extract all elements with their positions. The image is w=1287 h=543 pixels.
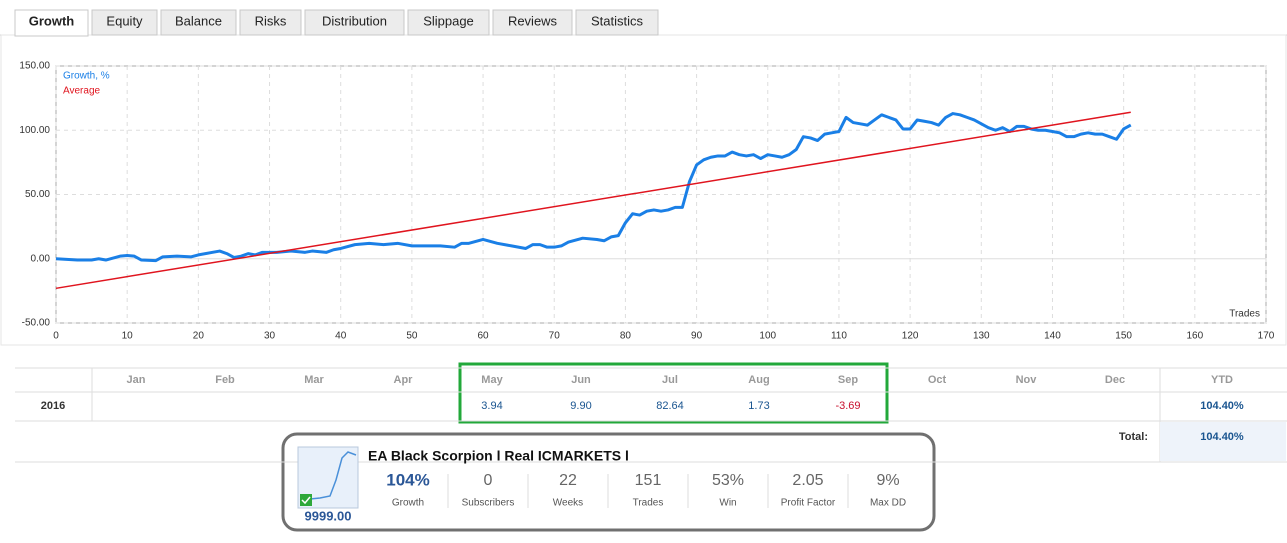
total-cell-bg <box>1160 422 1286 461</box>
y-tick-label: -50.00 <box>22 318 51 329</box>
stat-value: 9% <box>876 472 899 489</box>
stat-label: Win <box>719 498 736 509</box>
stat-label: Growth <box>392 498 424 509</box>
month-cell: 82.64 <box>656 400 684 412</box>
month-cell: -3.69 <box>835 400 860 412</box>
ytd-header: YTD <box>1211 374 1233 386</box>
month-header: Sep <box>838 374 858 386</box>
tab-label[interactable]: Statistics <box>591 13 644 28</box>
stat-value: 22 <box>559 472 577 489</box>
x-tick-label: 0 <box>53 331 59 342</box>
thumbnail <box>297 446 359 509</box>
tab[interactable] <box>575 9 659 36</box>
month-cell: 1.73 <box>748 400 769 412</box>
tab[interactable] <box>91 9 158 36</box>
stat-value: 0 <box>484 472 493 489</box>
tab[interactable] <box>239 9 302 36</box>
month-header: Dec <box>1105 374 1125 386</box>
total-value: 104.40% <box>1200 431 1244 443</box>
stat-label: Weeks <box>553 498 583 509</box>
verified-badge <box>300 494 312 506</box>
x-tick-label: 60 <box>477 331 489 342</box>
series-line <box>55 111 1131 290</box>
x-tick-label: 80 <box>620 331 632 342</box>
tab-label[interactable]: Risks <box>255 13 287 28</box>
x-axis-label: Trades <box>1229 309 1260 320</box>
ytd-cell: 104.40% <box>1200 400 1244 412</box>
month-cell: 3.94 <box>481 400 502 412</box>
tab[interactable] <box>492 9 573 36</box>
legend-entry: Growth, % <box>63 71 110 82</box>
month-header: May <box>481 374 503 386</box>
x-tick-label: 90 <box>691 331 703 342</box>
y-tick-label: 0.00 <box>31 253 51 264</box>
x-tick-label: 160 <box>1186 331 1203 342</box>
widget-price: 9999.00 <box>305 508 352 523</box>
tab-label[interactable]: Reviews <box>508 13 558 28</box>
verified-check <box>301 496 311 505</box>
tab[interactable] <box>407 9 490 36</box>
plot-area <box>55 65 1267 324</box>
tab-label[interactable]: Balance <box>175 13 222 28</box>
month-header: Feb <box>215 374 235 386</box>
x-tick-label: 120 <box>902 331 919 342</box>
y-tick-label: 150.00 <box>19 61 50 72</box>
stat-label: Max DD <box>870 498 906 509</box>
widget-title: EA Black Scorpion l Real ICMARKETS l <box>368 448 629 464</box>
month-header: Nov <box>1016 374 1038 386</box>
month-header: Oct <box>928 374 947 386</box>
stat-label: Trades <box>633 498 664 509</box>
tab-label[interactable]: Slippage <box>423 13 474 28</box>
x-tick-label: 30 <box>264 331 276 342</box>
x-tick-label: 20 <box>193 331 205 342</box>
month-header: Apr <box>394 374 414 386</box>
stat-label: Profit Factor <box>781 498 836 509</box>
month-header: Mar <box>304 374 324 386</box>
x-tick-label: 50 <box>406 331 418 342</box>
y-tick-label: 50.00 <box>25 189 50 200</box>
year-cell: 2016 <box>41 400 65 412</box>
legend-entry: Average <box>63 86 101 97</box>
month-header: Jul <box>662 374 678 386</box>
series-line <box>55 112 1132 263</box>
highlight-box <box>458 362 889 424</box>
tab[interactable] <box>160 9 237 36</box>
month-header: Aug <box>748 374 769 386</box>
stat-value: 151 <box>635 472 662 489</box>
thumbnail-graph <box>299 451 357 501</box>
x-tick-label: 110 <box>831 331 847 342</box>
x-tick-label: 130 <box>973 331 990 342</box>
stat-value: 53% <box>712 472 744 489</box>
stat-value: 2.05 <box>792 472 823 489</box>
x-tick-label: 10 <box>122 331 134 342</box>
x-tick-label: 70 <box>549 331 561 342</box>
x-tick-label: 140 <box>1044 331 1061 342</box>
x-tick-label: 170 <box>1258 331 1275 342</box>
stat-label: Subscribers <box>462 498 515 509</box>
month-header: Jun <box>571 374 591 386</box>
tab-label[interactable]: Growth <box>29 13 75 28</box>
x-tick-label: 100 <box>759 331 776 342</box>
x-tick-label: 40 <box>335 331 347 342</box>
x-tick-label: 150 <box>1115 331 1132 342</box>
tab-label[interactable]: Equity <box>106 13 143 28</box>
month-cell: 9.90 <box>570 400 591 412</box>
stat-value: 104% <box>386 470 429 489</box>
tab[interactable] <box>304 9 405 36</box>
y-tick-label: 100.00 <box>19 125 50 136</box>
total-label: Total: <box>1119 431 1148 443</box>
month-header: Jan <box>127 374 146 386</box>
tab-label[interactable]: Distribution <box>322 13 387 28</box>
tab[interactable] <box>14 9 89 37</box>
